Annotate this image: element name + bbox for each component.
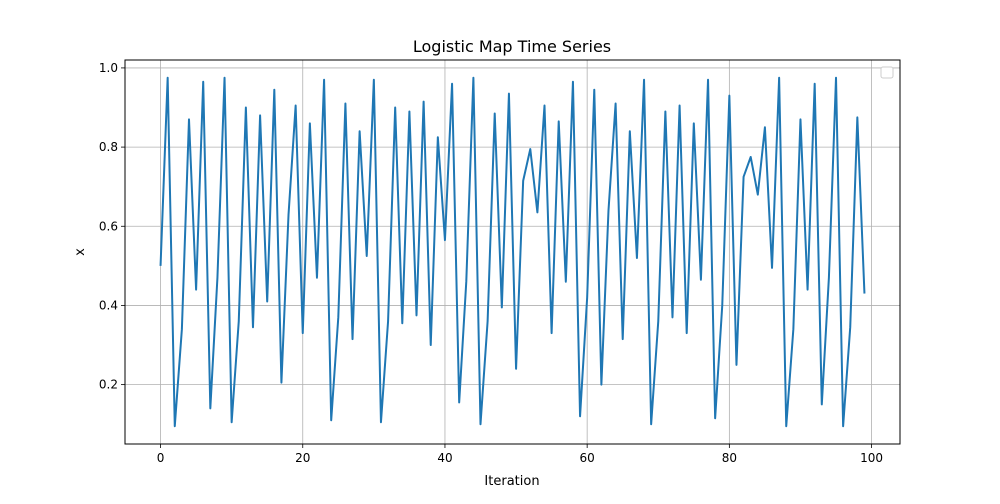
y-tick-label: 0.6 bbox=[99, 219, 118, 233]
series-line bbox=[159, 76, 866, 428]
y-axis-label: x bbox=[73, 248, 88, 256]
x-tick-label: 60 bbox=[580, 451, 595, 465]
x-axis-label: Iteration bbox=[484, 474, 539, 489]
plot-frame bbox=[124, 59, 901, 445]
chart-title: Logistic Map Time Series bbox=[413, 37, 611, 56]
y-tick-label: 0.2 bbox=[99, 378, 118, 392]
y-tick-label: 1.0 bbox=[99, 61, 118, 75]
x-tick-label: 80 bbox=[722, 451, 737, 465]
y-axis: 0.2 0.4 0.6 0.8 1.0 bbox=[99, 61, 125, 392]
x-tick-label: 0 bbox=[157, 451, 165, 465]
x-tick-label: 20 bbox=[295, 451, 310, 465]
y-tick-label: 0.4 bbox=[99, 298, 118, 312]
x-axis: 0 20 40 60 80 100 bbox=[157, 444, 883, 465]
x-tick-label: 40 bbox=[437, 451, 452, 465]
x-tick-label: 100 bbox=[860, 451, 883, 465]
series-layer bbox=[159, 76, 866, 428]
y-tick-label: 0.8 bbox=[99, 140, 118, 154]
legend-box bbox=[880, 66, 894, 79]
